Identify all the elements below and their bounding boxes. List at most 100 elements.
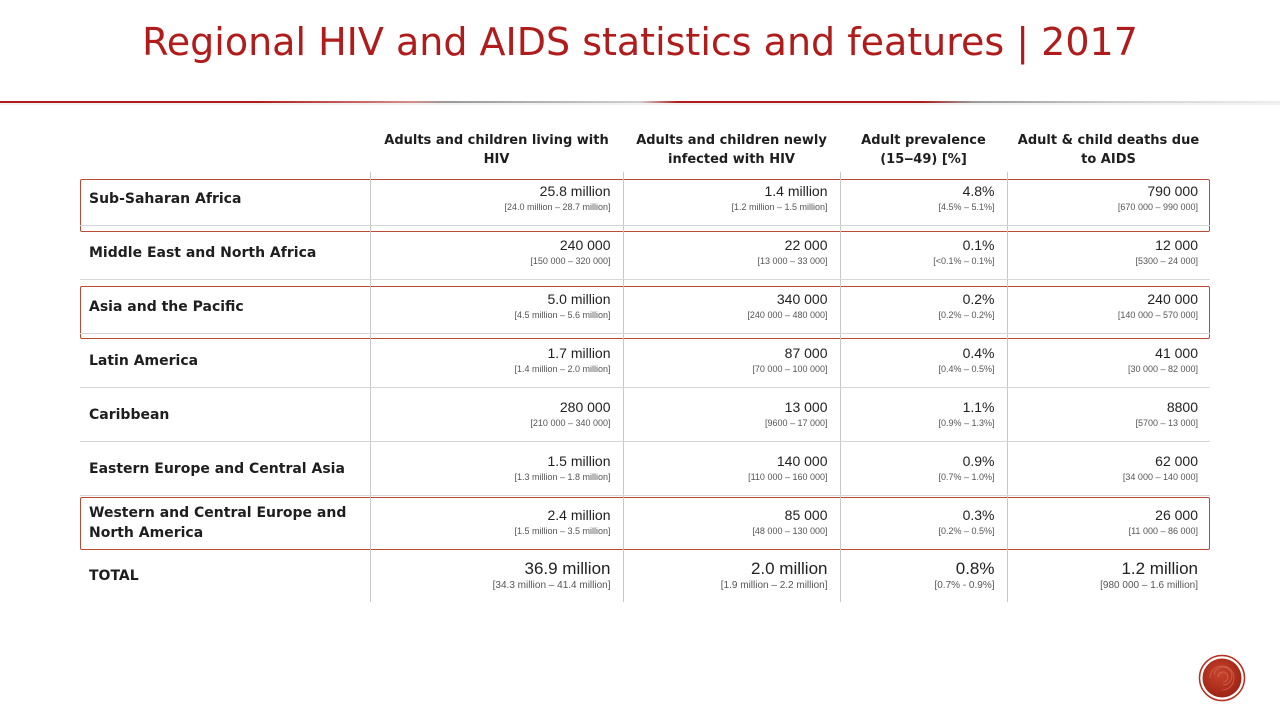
table-row: Sub-Saharan Africa 25.8 million [24.0 mil… [80, 172, 1210, 226]
total-living-range: [34.3 million – 41.4 million] [492, 580, 611, 591]
prevalence-value: 0.1% [962, 237, 995, 253]
new-range: [240 000 – 480 000] [747, 310, 828, 320]
new-cell: 13 000 [9600 – 17 000] [622, 387, 840, 442]
prevalence-cell: 4.8% [4.5% – 5.1%] [839, 172, 1007, 226]
total-prevalence-cell: 0.8% [0.7% - 0.9%] [839, 549, 1007, 602]
region-label: Latin America [80, 333, 370, 388]
prevalence-value: 0.2% [962, 291, 995, 307]
deaths-value: 26 000 [1155, 507, 1198, 523]
prevalence-value: 0.9% [962, 453, 995, 469]
new-cell: 85 000 [48 000 – 130 000] [622, 495, 840, 549]
living-range: [150 000 – 320 000] [530, 256, 611, 266]
prevalence-value: 4.8% [962, 183, 995, 199]
new-range: [9600 – 17 000] [764, 418, 828, 428]
prevalence-range: [0.4% – 0.5%] [938, 364, 995, 374]
living-value: 5.0 million [547, 291, 611, 307]
deaths-range: [30 000 – 82 000] [1127, 364, 1198, 374]
title-divider [0, 101, 1280, 105]
total-row: TOTAL 36.9 million [34.3 million – 41.4 m… [80, 549, 1210, 602]
prevalence-cell: 0.2% [0.2% – 0.2%] [839, 279, 1007, 334]
total-new-cell: 2.0 million [1.9 million – 2.2 million] [622, 549, 840, 602]
total-prevalence-value: 0.8% [955, 559, 995, 578]
statistics-table: Adults and children living with HIV Adul… [80, 128, 1210, 602]
deaths-range: [5700 – 13 000] [1135, 418, 1198, 428]
prevalence-cell: 1.1% [0.9% – 1.3%] [839, 387, 1007, 442]
deaths-value: 62 000 [1155, 453, 1198, 469]
table-row: Latin America 1.7 million [1.4 million – … [80, 333, 1210, 388]
deaths-value: 240 000 [1147, 291, 1198, 307]
deaths-cell: 41 000 [30 000 – 82 000] [1006, 333, 1210, 388]
deaths-cell: 790 000 [670 000 – 990 000] [1006, 172, 1210, 226]
region-label: Asia and the Pacific [80, 279, 370, 334]
new-range: [1.2 million – 1.5 million] [731, 202, 828, 212]
deaths-cell: 12 000 [5300 – 24 000] [1006, 225, 1210, 280]
total-living-cell: 36.9 million [34.3 million – 41.4 million… [369, 549, 623, 602]
deaths-value: 8800 [1166, 399, 1198, 415]
new-value: 140 000 [776, 453, 828, 469]
living-cell: 1.5 million [1.3 million – 1.8 million] [369, 441, 623, 496]
table-row: Middle East and North Africa 240 000 [150… [80, 225, 1210, 280]
region-label: Caribbean [80, 387, 370, 442]
new-value: 340 000 [776, 291, 828, 307]
new-value: 87 000 [784, 345, 828, 361]
header-adult-prevalence: Adult prevalence (15‒49) [%] [861, 133, 986, 167]
new-value: 22 000 [784, 237, 828, 253]
header-deaths: Adult & child deaths due to AIDS [1017, 133, 1200, 167]
total-deaths-value: 1.2 million [1121, 559, 1198, 578]
prevalence-value: 1.1% [962, 399, 995, 415]
deaths-cell: 62 000 [34 000 – 140 000] [1006, 441, 1210, 496]
living-value: 240 000 [559, 237, 611, 253]
deaths-cell: 26 000 [11 000 – 86 000] [1006, 495, 1210, 549]
living-cell: 1.7 million [1.4 million – 2.0 million] [369, 333, 623, 388]
header-region [80, 128, 370, 172]
new-cell: 1.4 million [1.2 million – 1.5 million] [622, 172, 840, 226]
prevalence-range: [<0.1% – 0.1%] [933, 256, 995, 266]
header-living-with-hiv: Adults and children living with HIV [384, 133, 609, 167]
total-label: TOTAL [89, 567, 139, 584]
prevalence-cell: 0.9% [0.7% – 1.0%] [839, 441, 1007, 496]
living-cell: 280 000 [210 000 – 340 000] [369, 387, 623, 442]
deaths-range: [34 000 – 140 000] [1122, 472, 1198, 482]
deaths-range: [11 000 – 86 000] [1128, 526, 1198, 536]
new-cell: 22 000 [13 000 – 33 000] [622, 225, 840, 280]
total-deaths-range: [980 000 – 1.6 million] [1100, 580, 1198, 591]
living-value: 2.4 million [547, 507, 611, 523]
table-row: Eastern Europe and Central Asia 1.5 mill… [80, 441, 1210, 496]
new-cell: 140 000 [110 000 – 160 000] [622, 441, 840, 496]
living-range: [1.5 million – 3.5 million] [514, 526, 611, 536]
total-living-value: 36.9 million [524, 559, 611, 578]
living-range: [1.4 million – 2.0 million] [514, 364, 611, 374]
table-row: Western and Central Europe and North Ame… [80, 495, 1210, 549]
prevalence-value: 0.4% [962, 345, 995, 361]
living-cell: 25.8 million [24.0 million – 28.7 million… [369, 172, 623, 226]
prevalence-range: [4.5% – 5.1%] [938, 202, 995, 212]
header-row: Adults and children living with HIV Adul… [80, 128, 1210, 172]
deaths-range: [5300 – 24 000] [1135, 256, 1198, 266]
new-range: [48 000 – 130 000] [752, 526, 828, 536]
new-value: 85 000 [784, 507, 828, 523]
total-new-value: 2.0 million [750, 559, 828, 578]
region-label: Eastern Europe and Central Asia [80, 441, 370, 496]
header-newly-infected: Adults and children newly infected with … [636, 133, 827, 167]
region-label: Western and Central Europe and North Ame… [89, 504, 347, 541]
living-value: 280 000 [559, 399, 611, 415]
new-value: 13 000 [784, 399, 828, 415]
living-range: [1.3 million – 1.8 million] [514, 472, 611, 482]
living-cell: 5.0 million [4.5 million – 5.6 million] [369, 279, 623, 334]
prevalence-range: [0.9% – 1.3%] [938, 418, 995, 428]
total-deaths-cell: 1.2 million [980 000 – 1.6 million] [1006, 549, 1210, 602]
deaths-value: 41 000 [1155, 345, 1198, 361]
deaths-cell: 8800 [5700 – 13 000] [1006, 387, 1210, 442]
living-value: 25.8 million [539, 183, 611, 199]
living-range: [4.5 million – 5.6 million] [514, 310, 611, 320]
deaths-value: 790 000 [1147, 183, 1198, 199]
living-cell: 2.4 million [1.5 million – 3.5 million] [369, 495, 623, 549]
new-cell: 340 000 [240 000 – 480 000] [622, 279, 840, 334]
new-range: [110 000 – 160 000] [748, 472, 828, 482]
new-cell: 87 000 [70 000 – 100 000] [622, 333, 840, 388]
region-label: Middle East and North Africa [80, 225, 370, 280]
living-range: [210 000 – 340 000] [530, 418, 611, 428]
slide-title: Regional HIV and AIDS statistics and fea… [142, 20, 1138, 64]
living-range: [24.0 million – 28.7 million] [504, 202, 611, 212]
deaths-cell: 240 000 [140 000 – 570 000] [1006, 279, 1210, 334]
